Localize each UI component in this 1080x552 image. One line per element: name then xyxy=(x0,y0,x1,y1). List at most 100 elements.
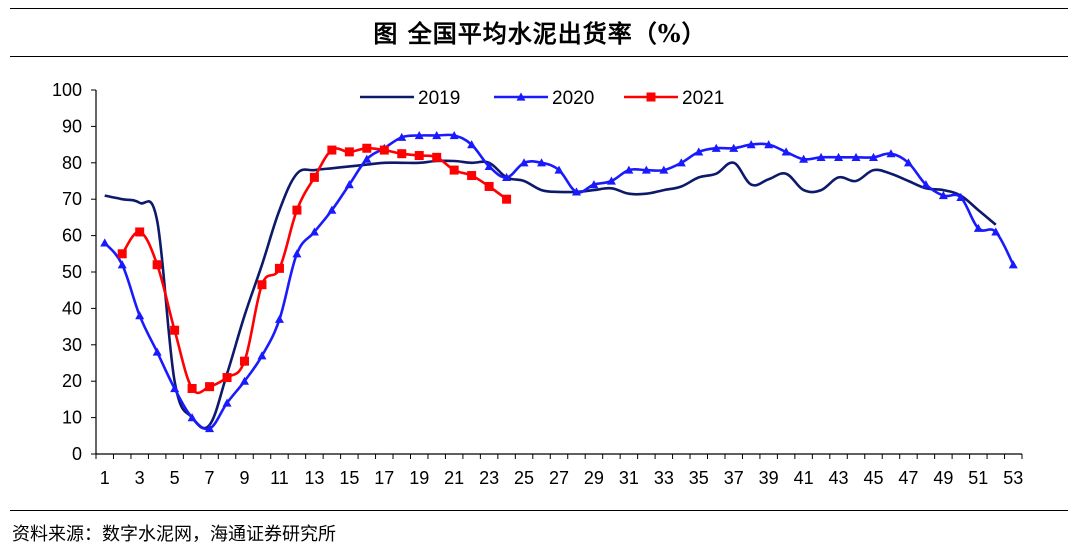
series-layer xyxy=(100,131,1018,433)
series-line-2020 xyxy=(103,133,1015,431)
x-tick-label: 7 xyxy=(205,468,215,488)
data-point-2020 xyxy=(222,398,232,407)
data-point-2020 xyxy=(187,413,197,422)
source-rule xyxy=(10,510,1068,511)
legend-marker-2021 xyxy=(646,92,656,102)
data-point-2020 xyxy=(641,165,651,174)
data-point-2020 xyxy=(956,192,966,201)
x-tick-label: 19 xyxy=(409,468,429,488)
data-point-2020 xyxy=(152,347,162,356)
x-tick-label: 21 xyxy=(444,468,464,488)
series-2020 xyxy=(100,131,1018,433)
data-point-2021 xyxy=(222,373,232,383)
series-2021 xyxy=(117,143,512,395)
y-tick-label: 50 xyxy=(62,262,82,282)
x-tick-label: 33 xyxy=(654,468,674,488)
data-point-2020 xyxy=(589,180,599,189)
x-tick-label: 47 xyxy=(898,468,918,488)
data-point-2021 xyxy=(502,194,512,204)
data-point-2020 xyxy=(502,172,512,181)
data-point-2020 xyxy=(571,187,581,196)
data-point-2020 xyxy=(467,140,477,149)
data-point-2020 xyxy=(659,165,669,174)
x-tick-label: 35 xyxy=(689,468,709,488)
data-point-2020 xyxy=(537,158,547,167)
title-rule xyxy=(10,56,1068,57)
data-point-2021 xyxy=(467,171,477,181)
legend-label-2020: 2020 xyxy=(552,88,594,109)
data-point-2021 xyxy=(309,172,319,182)
x-tick-label: 1 xyxy=(100,468,110,488)
chart-title: 图 全国平均水泥出货率（%） xyxy=(373,19,707,48)
data-point-2020 xyxy=(205,424,215,433)
y-tick-label: 10 xyxy=(62,408,82,428)
data-point-2021 xyxy=(484,181,494,191)
data-point-2020 xyxy=(117,260,127,269)
data-point-2020 xyxy=(554,165,564,174)
data-point-2020 xyxy=(397,132,407,141)
y-tick-label: 0 xyxy=(72,444,82,464)
x-tick-label: 15 xyxy=(339,468,359,488)
chart-legend: 2019 2020 2021 xyxy=(360,88,724,109)
data-point-2020 xyxy=(484,161,494,171)
data-point-2020 xyxy=(257,351,267,360)
data-point-2020 xyxy=(799,154,809,163)
data-point-2021 xyxy=(327,145,337,155)
source-note: 资料来源：数字水泥网，海通证券研究所 xyxy=(12,524,336,545)
data-point-2021 xyxy=(379,145,389,155)
data-point-2020 xyxy=(327,205,337,214)
x-tick-label: 25 xyxy=(514,468,534,488)
data-point-2020 xyxy=(694,147,704,156)
x-tick-label: 51 xyxy=(968,468,988,488)
data-point-2021 xyxy=(257,280,267,290)
legend-label-2021: 2021 xyxy=(682,88,724,109)
data-point-2020 xyxy=(309,227,319,236)
x-tick-label: 37 xyxy=(724,468,744,488)
legend-item-2021: 2021 xyxy=(624,88,724,109)
x-tick-label: 39 xyxy=(759,468,779,488)
data-point-2020 xyxy=(519,158,529,167)
y-tick-label: 60 xyxy=(62,226,82,246)
x-tick-label: 27 xyxy=(549,468,569,488)
data-point-2021 xyxy=(135,227,145,237)
x-tick-label: 23 xyxy=(479,468,499,488)
legend-marker-2020 xyxy=(516,92,526,101)
data-point-2021 xyxy=(117,249,127,259)
data-point-2021 xyxy=(432,152,442,162)
data-point-2020 xyxy=(938,191,948,200)
data-point-2020 xyxy=(886,149,896,158)
x-tick-label: 31 xyxy=(619,468,639,488)
data-point-2021 xyxy=(344,147,354,157)
x-tick-label: 13 xyxy=(304,468,324,488)
data-point-2020 xyxy=(414,131,424,140)
y-tick-label: 20 xyxy=(62,371,82,391)
y-tick-label: 80 xyxy=(62,153,82,173)
data-point-2020 xyxy=(606,176,616,185)
data-point-2021 xyxy=(292,205,302,215)
y-tick-label: 70 xyxy=(62,189,82,209)
data-point-2020 xyxy=(100,238,110,247)
data-point-2020 xyxy=(135,311,145,320)
data-point-2020 xyxy=(991,227,1001,236)
data-point-2020 xyxy=(851,152,861,161)
data-point-2021 xyxy=(414,151,424,161)
y-tick-label: 90 xyxy=(62,116,82,136)
data-point-2021 xyxy=(170,325,180,335)
data-point-2020 xyxy=(240,376,250,385)
data-point-2021 xyxy=(397,149,407,159)
data-point-2020 xyxy=(432,131,442,140)
x-tick-label: 9 xyxy=(240,468,250,488)
data-point-2020 xyxy=(292,249,302,258)
data-point-2020 xyxy=(1008,260,1018,269)
series-line-2019 xyxy=(104,159,997,430)
data-point-2020 xyxy=(274,314,284,323)
data-point-2020 xyxy=(711,143,721,152)
data-point-2020 xyxy=(624,165,634,174)
series-line-2021 xyxy=(121,146,508,395)
data-point-2020 xyxy=(921,180,931,189)
data-point-2021 xyxy=(205,382,215,392)
x-tick-label: 3 xyxy=(135,468,145,488)
data-point-2020 xyxy=(449,131,459,140)
data-point-2020 xyxy=(729,143,739,152)
